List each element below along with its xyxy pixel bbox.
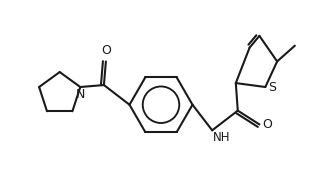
Text: NH: NH (213, 131, 231, 144)
Text: O: O (262, 118, 272, 131)
Text: O: O (101, 45, 111, 58)
Text: S: S (268, 80, 276, 93)
Text: N: N (76, 88, 85, 101)
